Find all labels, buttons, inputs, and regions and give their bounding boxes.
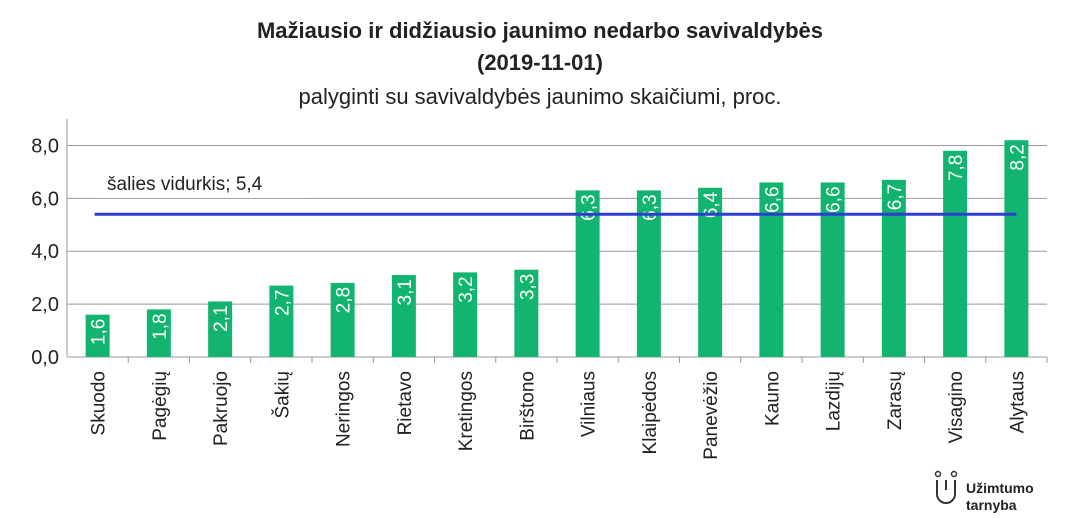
data-label: 1,8	[150, 313, 171, 339]
bar	[453, 272, 478, 357]
chart-title: Mažiausio ir didžiausio jaunimo nedarbo …	[257, 18, 823, 43]
chart-subtitle: palyginti su savivaldybės jaunimo skaiči…	[299, 84, 782, 109]
logo-text: Užimtumo	[966, 480, 1034, 496]
data-label: 6,4	[701, 191, 722, 218]
x-tick-label: Lazdijų	[824, 371, 845, 431]
data-label: 6,3	[579, 194, 600, 220]
reference-label: šalies vidurkis; 5,4	[107, 174, 263, 195]
x-tick-label: Klaipėdos	[640, 371, 661, 454]
x-tick-label: Panevėžio	[701, 371, 722, 460]
x-tick-label: Alytaus	[1007, 371, 1028, 433]
bar	[759, 182, 784, 357]
y-tick-label: 0,0	[31, 347, 59, 369]
data-label: 6,6	[824, 186, 845, 212]
data-label: 3,2	[456, 276, 477, 302]
data-label: 2,7	[272, 290, 293, 316]
logo-dot	[934, 470, 942, 478]
data-label: 7,8	[946, 155, 967, 181]
bar	[636, 190, 661, 357]
bar	[514, 269, 539, 357]
x-tick-label: Vilniaus	[579, 371, 600, 437]
bar	[208, 301, 233, 357]
bar	[820, 182, 845, 357]
bar	[1004, 140, 1029, 357]
data-label: 1,6	[89, 319, 110, 345]
x-tick-label: Pakruojo	[211, 371, 232, 446]
bar	[330, 282, 355, 357]
bar	[698, 187, 723, 357]
data-label: 2,1	[211, 305, 232, 331]
x-tick-label: Kauno	[762, 371, 783, 426]
data-label: 2,8	[334, 287, 355, 313]
x-tick-label: Kretingos	[456, 371, 477, 451]
x-tick-label: Neringos	[334, 371, 355, 447]
bar	[85, 314, 110, 357]
bar	[391, 275, 416, 357]
x-tick-label: Birštono	[517, 371, 538, 441]
x-tick-label: Skuodo	[89, 371, 110, 435]
bar	[943, 150, 968, 357]
x-tick-label: Rietavo	[395, 371, 416, 435]
bar	[269, 285, 294, 357]
reference-label-bg	[95, 166, 310, 198]
data-label: 8,2	[1007, 144, 1028, 170]
x-tick-label: Šakių	[271, 371, 293, 419]
logo-icon	[936, 480, 956, 504]
data-label: 6,3	[640, 194, 661, 220]
logo-text: tarnyba	[966, 497, 1017, 513]
bar	[575, 190, 600, 357]
data-label: 3,1	[395, 279, 416, 305]
x-tick-label: Pagėgių	[150, 371, 171, 441]
y-tick-label: 6,0	[31, 188, 59, 210]
logo: Užimtumo tarnyba	[934, 470, 1034, 513]
data-label: 6,7	[885, 184, 906, 210]
bar	[146, 309, 171, 357]
chart-title-date: (2019-11-01)	[477, 50, 603, 75]
y-tick-label: 2,0	[31, 294, 59, 316]
bar	[881, 179, 906, 357]
y-tick-label: 8,0	[31, 135, 59, 157]
logo-dot	[950, 470, 958, 478]
data-label: 6,6	[762, 186, 783, 212]
data-label: 3,3	[517, 274, 538, 300]
x-tick-label: Visagino	[946, 371, 967, 444]
y-tick-label: 4,0	[31, 241, 59, 263]
x-tick-label: Zarasų	[885, 371, 906, 430]
